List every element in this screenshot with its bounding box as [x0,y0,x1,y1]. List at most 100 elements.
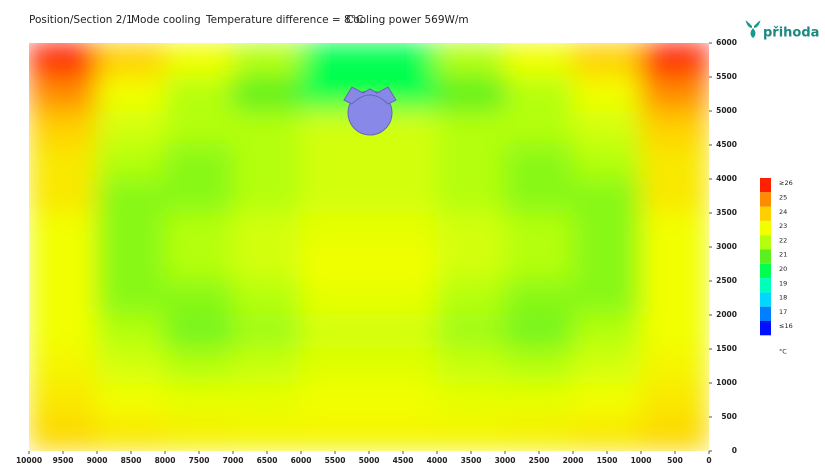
y-tick-label: 6000 [716,38,737,47]
heat-cell [29,246,98,282]
heat-cell [504,416,574,451]
y-tick-label: 2500 [716,276,737,285]
heat-cell [504,382,574,418]
legend-swatch [760,321,771,336]
heat-cell [29,178,98,214]
heat-cell [436,280,506,316]
x-tick-label: 1000 [631,456,652,465]
logo-icon [745,20,761,38]
heat-cell [436,178,506,214]
heat-cell [368,178,438,214]
legend-swatch [760,306,771,321]
heat-cell [232,178,302,214]
heat-cell [436,110,506,146]
heat-cell [640,382,709,418]
heat-cell [300,280,370,316]
heat-cell [29,144,98,180]
legend-label: 25 [779,193,787,201]
x-tick-label: 9000 [87,456,108,465]
y-tick-label: 5000 [716,106,737,115]
heat-cell [164,382,234,418]
x-tick-label: 5500 [325,456,346,465]
heat-cell [368,43,438,78]
heat-cell [504,280,574,316]
heat-cell [164,314,234,350]
heat-cell [232,110,302,146]
heat-cell [368,144,438,180]
x-tick-label: 8000 [155,456,176,465]
heat-cell [640,144,709,180]
heat-cell [29,43,98,78]
x-tick-label: 0 [706,456,711,465]
heat-cell [572,212,642,248]
heat-cell [640,280,709,316]
heat-cell [300,314,370,350]
x-tick-label: 7000 [223,456,244,465]
heat-cell [29,416,98,451]
legend-unit: °C [779,347,787,355]
heat-cell [96,280,166,316]
heat-cell [572,43,642,78]
y-tick-label: 1000 [716,378,737,387]
heat-cell [504,144,574,180]
heat-cell [96,246,166,282]
y-tick-label: 3500 [716,208,737,217]
x-tick-label: 1500 [597,456,618,465]
heat-cell [572,110,642,146]
x-tick-label: 2500 [529,456,550,465]
heat-cell [436,314,506,350]
heat-cell [96,314,166,350]
x-tick-label: 6500 [257,456,278,465]
heat-cell [504,212,574,248]
heat-cell [232,348,302,384]
heat-cell [436,348,506,384]
heat-cell [572,314,642,350]
heat-cell [232,144,302,180]
y-tick-label: 4500 [716,140,737,149]
x-tick-label: 3500 [461,456,482,465]
y-tick-label: 500 [721,412,737,421]
heat-cell [164,212,234,248]
legend-swatch [760,235,771,250]
heat-cell [640,314,709,350]
legend-swatch [760,263,771,279]
temperature-difference: Temperature difference = 8°C [205,14,363,26]
heat-cell [300,246,370,282]
x-tick-label: 5000 [359,456,380,465]
x-tick-label: 2000 [563,456,584,465]
heat-cell [29,382,98,418]
legend-swatch [760,206,771,221]
heat-cell [368,212,438,248]
heat-cell [300,178,370,214]
legend-swatch [760,192,771,207]
heat-cell [232,76,302,112]
legend-label: 24 [779,208,787,216]
legend-swatch [760,249,771,264]
heat-cell [436,246,506,282]
heat-cell [504,348,574,384]
heat-cell [572,382,642,418]
heat-cell [29,348,98,384]
heat-cell [368,416,438,451]
legend-label: 22 [779,236,787,244]
heat-cell [436,144,506,180]
heat-cell [29,280,98,316]
heat-cell [572,280,642,316]
legend-label: 18 [779,294,787,302]
y-tick-label: 2000 [716,310,737,319]
legend-label: ≥26 [779,179,793,187]
legend-swatch [760,292,771,307]
heatmap-cells [29,43,709,451]
heat-cell [300,212,370,248]
heat-cell [640,416,709,451]
heat-cell [572,76,642,112]
heat-cell [96,382,166,418]
heat-cell [232,43,302,78]
heat-cell [232,212,302,248]
heat-cell [164,246,234,282]
heat-cell [572,416,642,451]
heat-cell [232,314,302,350]
heat-cell [640,178,709,214]
heat-cell [232,416,302,451]
